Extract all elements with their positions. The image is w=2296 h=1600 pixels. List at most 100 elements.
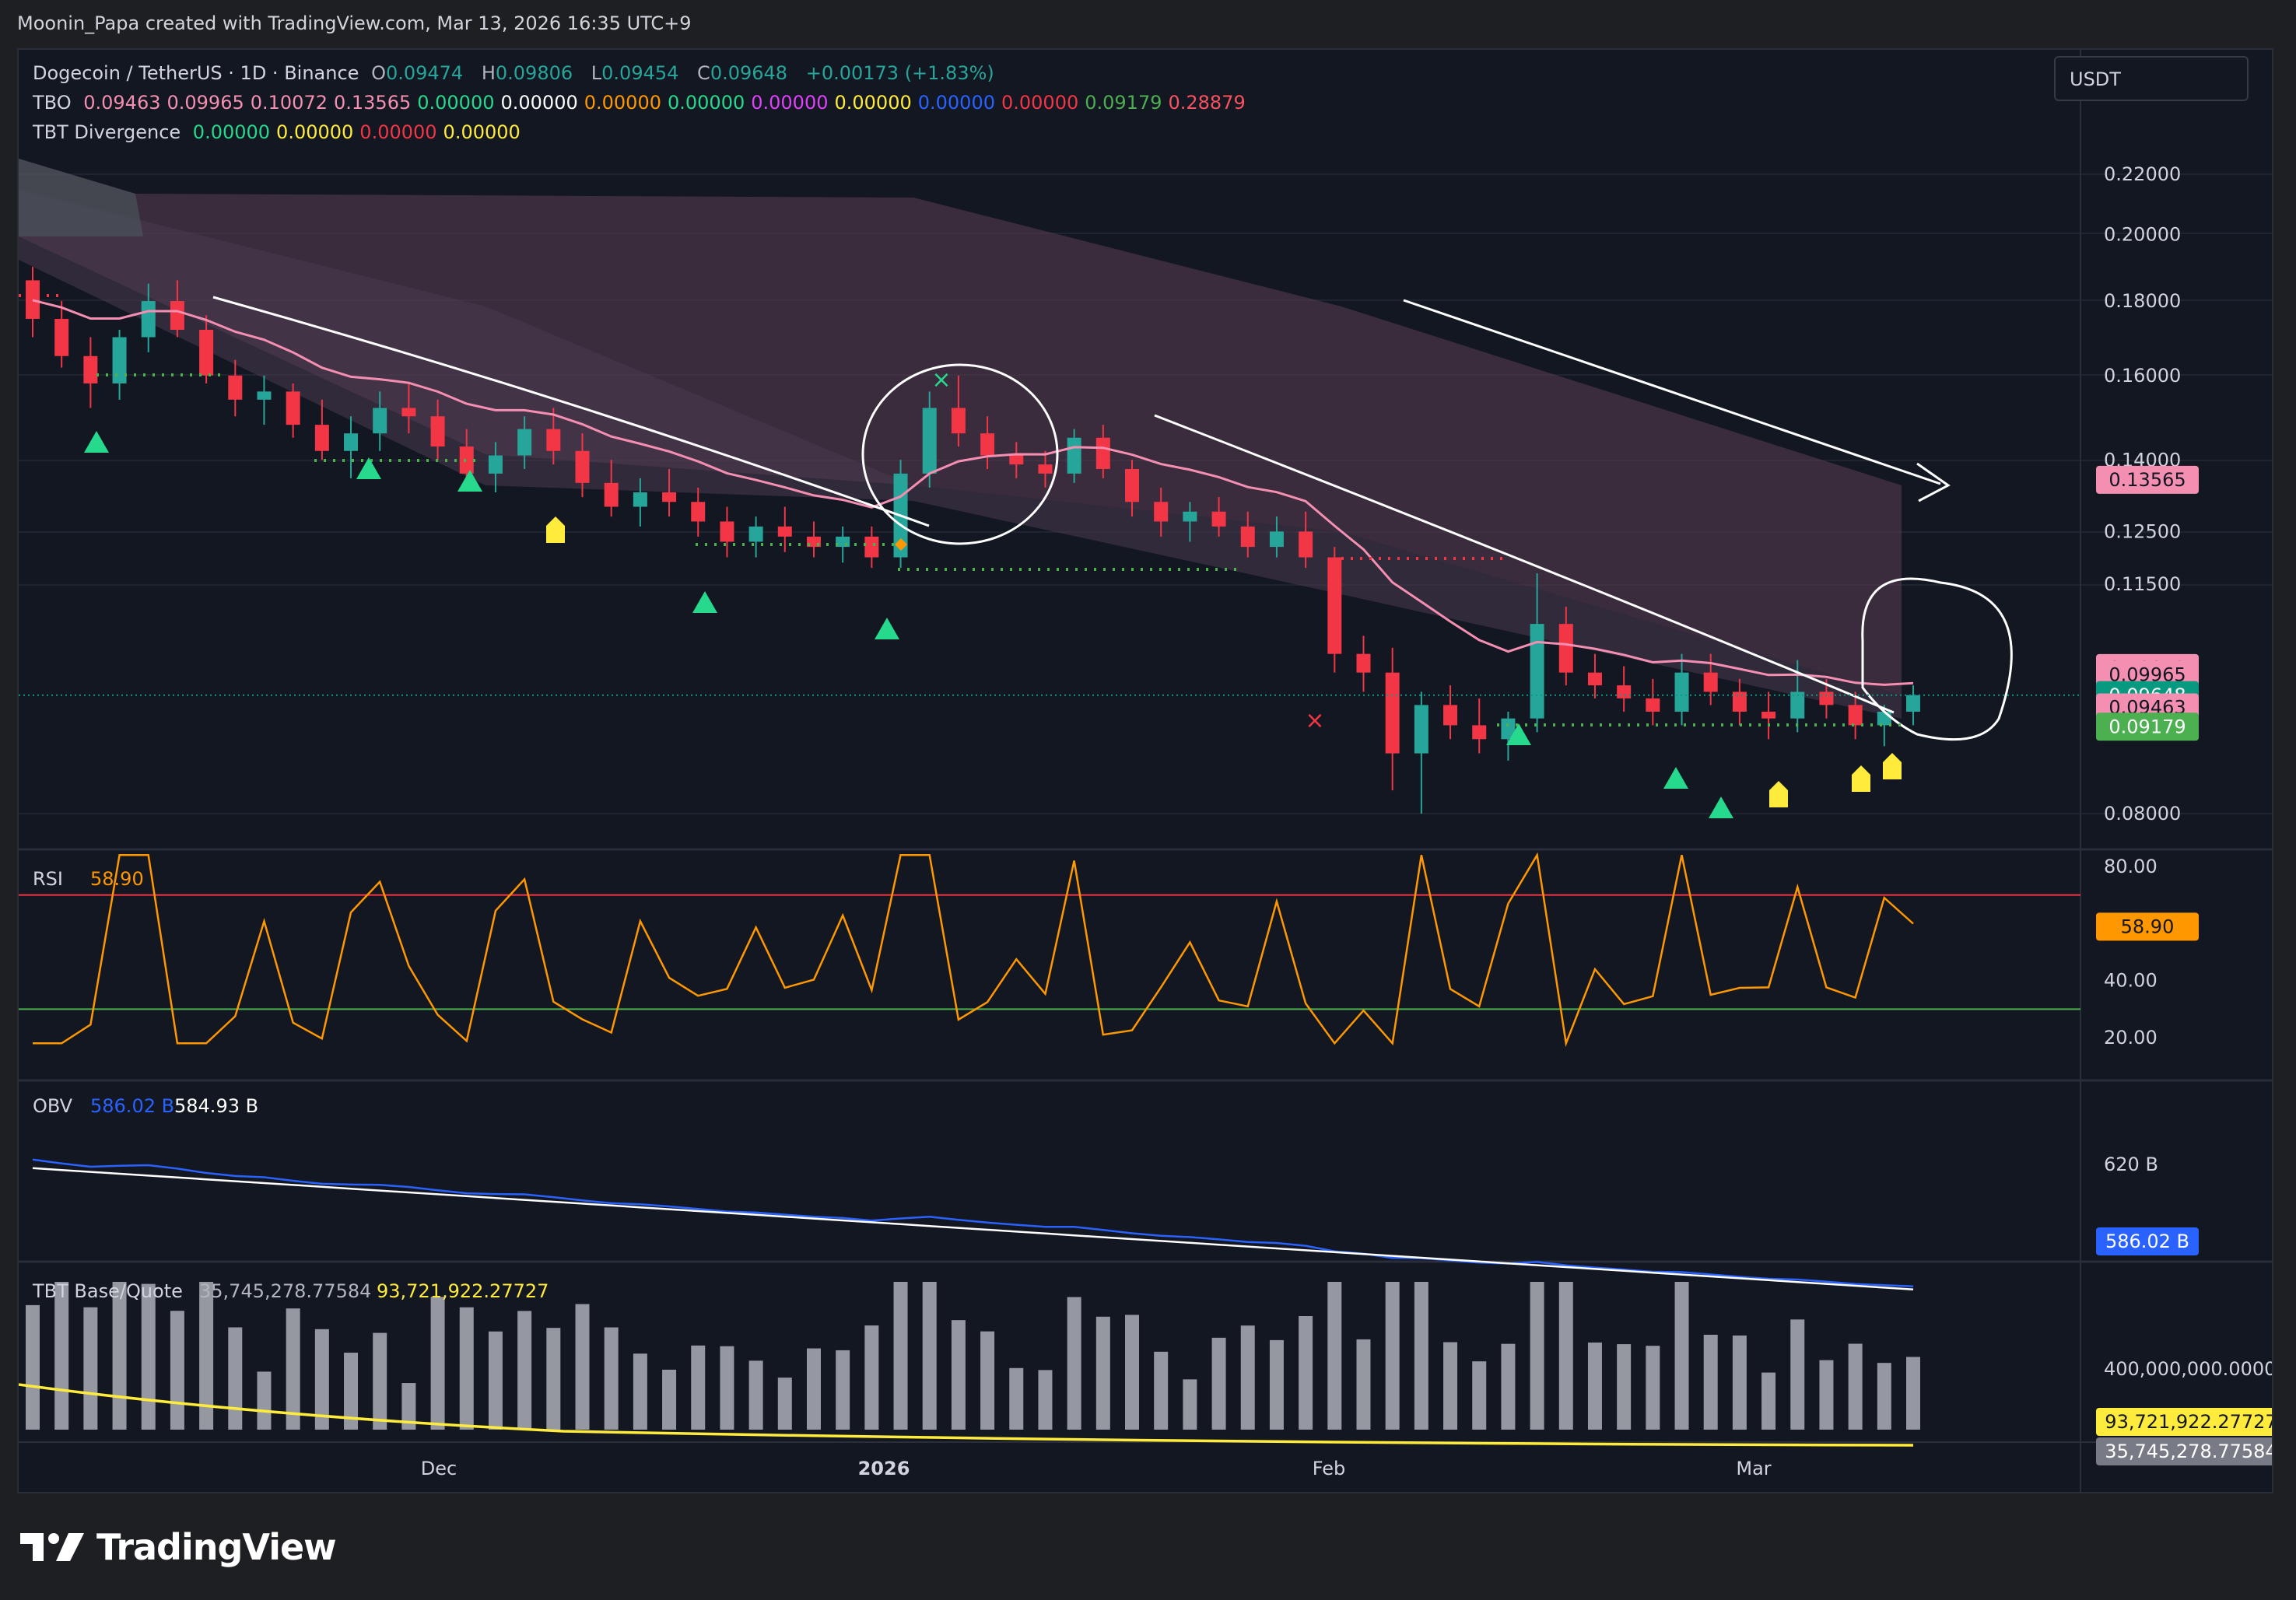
buy-signal-triangle bbox=[356, 457, 381, 479]
candle-down bbox=[83, 355, 98, 383]
volume-bar bbox=[1038, 1370, 1053, 1430]
tbo-value: 0.00000 bbox=[500, 92, 578, 114]
volume-value: 35,745,278.77584 bbox=[199, 1280, 371, 1302]
candle-up bbox=[1183, 511, 1197, 522]
obv-ma-line bbox=[32, 1167, 1914, 1291]
ema-line bbox=[32, 299, 1914, 686]
tbt-divergence-name[interactable]: TBT Divergence bbox=[33, 121, 181, 143]
price-axis-tick: 0.20000 bbox=[2104, 223, 2181, 245]
rsi-axis-tick: 40.00 bbox=[2104, 970, 2158, 992]
volume-bar bbox=[1414, 1282, 1428, 1430]
volume-bar bbox=[1674, 1282, 1689, 1430]
candle-down bbox=[1617, 685, 1632, 698]
volume-bar bbox=[459, 1307, 474, 1430]
candle-up bbox=[344, 433, 359, 451]
volume-bar bbox=[662, 1369, 677, 1430]
volume-bar bbox=[864, 1325, 879, 1430]
candle-down bbox=[720, 521, 734, 542]
volume-axis-tick: 400,000,000.00000 bbox=[2104, 1358, 2272, 1380]
tradingview-logo[interactable]: TradingView bbox=[20, 1526, 337, 1568]
candle-down bbox=[1240, 526, 1255, 548]
volume-bar bbox=[1009, 1367, 1024, 1430]
tbt-divergence-legend[interactable]: TBT Divergence 0.00000 0.00000 0.00000 0.00… bbox=[33, 121, 533, 143]
candle-up bbox=[112, 337, 127, 383]
open-value: 0.09474 bbox=[385, 62, 464, 84]
volume-bar bbox=[257, 1371, 272, 1430]
candle-down bbox=[864, 536, 879, 558]
tbt-divergence-value: 0.00000 bbox=[192, 121, 271, 143]
candle-down bbox=[980, 433, 995, 456]
candle-down bbox=[401, 408, 416, 417]
candle-up bbox=[1067, 437, 1081, 474]
volume-bar bbox=[1646, 1346, 1660, 1430]
candle-up bbox=[1530, 624, 1544, 719]
symbol-legend[interactable]: Dogecoin / TetherUS · 1D · Binance O0.09… bbox=[33, 62, 1001, 84]
volume-bar bbox=[314, 1329, 329, 1430]
volume-bar bbox=[112, 1282, 127, 1430]
buy-signal-triangle bbox=[1709, 796, 1733, 818]
tradingview-brand: TradingView bbox=[96, 1526, 337, 1568]
low-value: 0.09454 bbox=[601, 62, 679, 84]
rsi-value-text: 58.90 bbox=[2121, 916, 2175, 937]
tbo-value: 0.00000 bbox=[1001, 92, 1079, 114]
candle-down bbox=[314, 425, 329, 451]
low-label: L bbox=[591, 62, 602, 84]
cloud-band-edge bbox=[19, 159, 143, 236]
yellow-arrow-marker bbox=[546, 516, 565, 543]
candle-down bbox=[1385, 672, 1400, 754]
candle-down bbox=[1443, 705, 1458, 726]
obv-name: OBV bbox=[33, 1095, 73, 1117]
tbo-name[interactable]: TBO bbox=[33, 92, 72, 114]
volume-bar bbox=[83, 1307, 98, 1430]
buy-signal-triangle bbox=[1663, 767, 1688, 789]
volume-ma-value: 93,721,922.27727 bbox=[377, 1280, 549, 1302]
candle-down bbox=[1761, 711, 1776, 719]
candle-down bbox=[286, 391, 300, 425]
price-axis-tick: 0.08000 bbox=[2104, 803, 2181, 825]
volume-bar bbox=[1501, 1343, 1516, 1430]
candle-down bbox=[1732, 691, 1747, 712]
price-label-text: 0.13565 bbox=[2108, 469, 2186, 491]
obv-value-label: 586.02 B bbox=[2096, 1227, 2199, 1255]
yellow-arrow-marker bbox=[1769, 781, 1788, 807]
high-value: 0.09806 bbox=[495, 62, 573, 84]
candle-down bbox=[1154, 502, 1169, 522]
volume-bar bbox=[1906, 1357, 1920, 1430]
candle-up bbox=[922, 408, 937, 474]
buy-signal-triangle bbox=[875, 618, 899, 639]
circle-drawing bbox=[861, 363, 1059, 545]
change-value: +0.00173 (+1.83%) bbox=[805, 62, 994, 84]
candle-down bbox=[1009, 455, 1024, 465]
candle-down bbox=[691, 502, 706, 522]
volume-bar bbox=[344, 1353, 359, 1430]
obv-line bbox=[32, 1158, 1914, 1288]
candle-down bbox=[1472, 725, 1487, 740]
candles-group bbox=[26, 267, 1920, 814]
tbo-value: 0.10072 bbox=[250, 92, 328, 114]
rsi-axis-tick: 80.00 bbox=[2104, 856, 2158, 877]
volume-bar bbox=[1269, 1339, 1284, 1430]
volume-bar bbox=[199, 1282, 214, 1430]
volume-bar bbox=[720, 1346, 734, 1430]
candle-up bbox=[748, 526, 763, 542]
buy-signal-triangle bbox=[692, 591, 717, 613]
symbol-name[interactable]: Dogecoin / TetherUS · 1D · Binance bbox=[33, 62, 359, 84]
chart-canvas[interactable]: ××0.220000.200000.180000.160000.140000.1… bbox=[19, 50, 2272, 1492]
candle-down bbox=[1587, 672, 1602, 686]
tbo-value: 0.00000 bbox=[834, 92, 912, 114]
volume-bar bbox=[1472, 1361, 1487, 1430]
candle-up bbox=[1877, 711, 1891, 726]
tbt-divergence-value: 0.00000 bbox=[443, 121, 521, 143]
currency-selector[interactable]: USDT bbox=[2054, 56, 2249, 101]
volume-bar bbox=[836, 1350, 850, 1430]
chart-area[interactable]: × × 0.22000 0.20000 0.18000 0.16000 0.14000 0.1… bbox=[17, 48, 2273, 1493]
tbo-legend[interactable]: TBO 0.09463 0.09965 0.10072 0.13565 0.00000 0… bbox=[33, 92, 1258, 114]
high-label: H bbox=[481, 62, 496, 84]
volume-bar bbox=[777, 1378, 792, 1430]
candle-down bbox=[1038, 464, 1053, 474]
candle-down bbox=[1327, 557, 1342, 654]
candle-down bbox=[604, 482, 619, 507]
candle-up bbox=[1790, 691, 1805, 719]
obv-axis-tick: 620 B bbox=[2104, 1154, 2158, 1175]
tbt-divergence-values: 0.00000 0.00000 0.00000 0.00000 bbox=[193, 121, 527, 143]
